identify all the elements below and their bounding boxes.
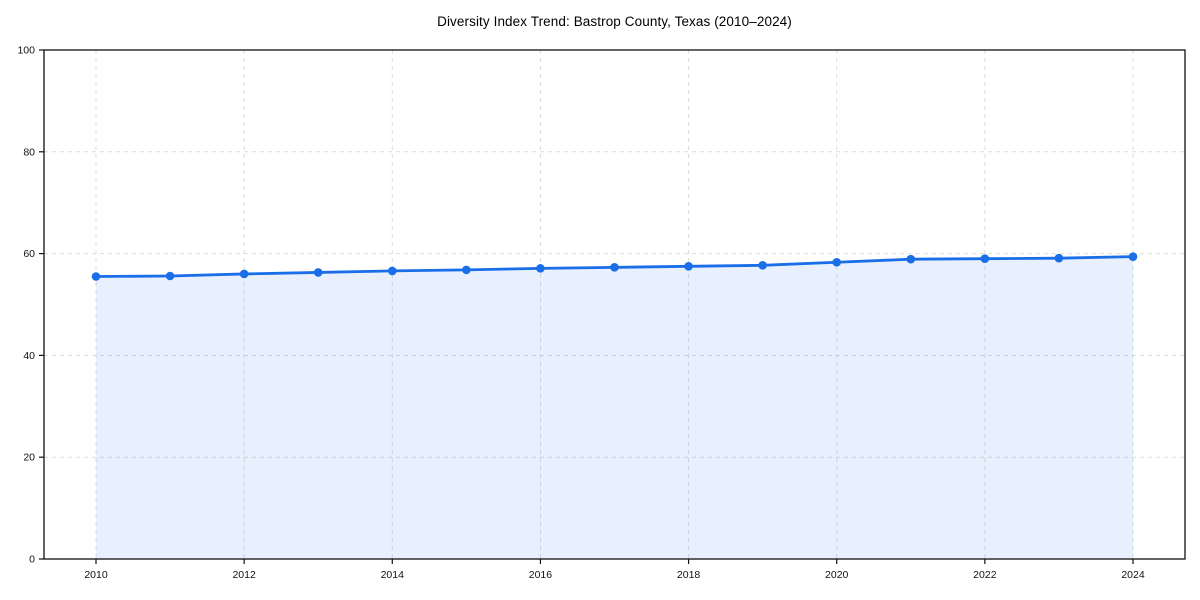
data-point	[684, 262, 693, 271]
data-point	[1054, 253, 1064, 263]
area-fill	[96, 256, 1133, 559]
x-tick-label: 2014	[381, 569, 405, 581]
x-tick-label: 2016	[529, 569, 553, 581]
data-point	[980, 254, 990, 263]
y-tick-label: 40	[23, 350, 35, 362]
x-tick-label: 2010	[84, 569, 108, 581]
x-tick-label: 2022	[973, 569, 997, 581]
x-tick-label: 2024	[1121, 569, 1145, 581]
data-point	[91, 272, 101, 281]
data-point	[165, 271, 175, 281]
data-point	[462, 265, 471, 275]
data-point	[313, 268, 323, 277]
data-point	[610, 263, 619, 272]
data-point	[758, 261, 767, 270]
x-tick-label: 2020	[825, 569, 849, 581]
y-tick-label: 80	[23, 146, 35, 158]
y-tick-label: 100	[17, 45, 35, 57]
data-point	[387, 266, 397, 276]
data-point	[239, 269, 249, 279]
data-point	[536, 264, 545, 273]
x-tick-label: 2018	[677, 569, 701, 581]
chart-title: Diversity Index Trend: Bastrop County, T…	[437, 14, 792, 29]
y-tick-label: 20	[23, 452, 35, 464]
data-point	[832, 257, 842, 267]
x-tick-label: 2012	[232, 569, 256, 581]
plot-border	[43, 49, 1186, 560]
data-point	[1128, 252, 1138, 261]
y-tick-label: 0	[29, 554, 35, 566]
y-tick-label: 60	[23, 248, 35, 260]
data-point	[906, 254, 916, 264]
